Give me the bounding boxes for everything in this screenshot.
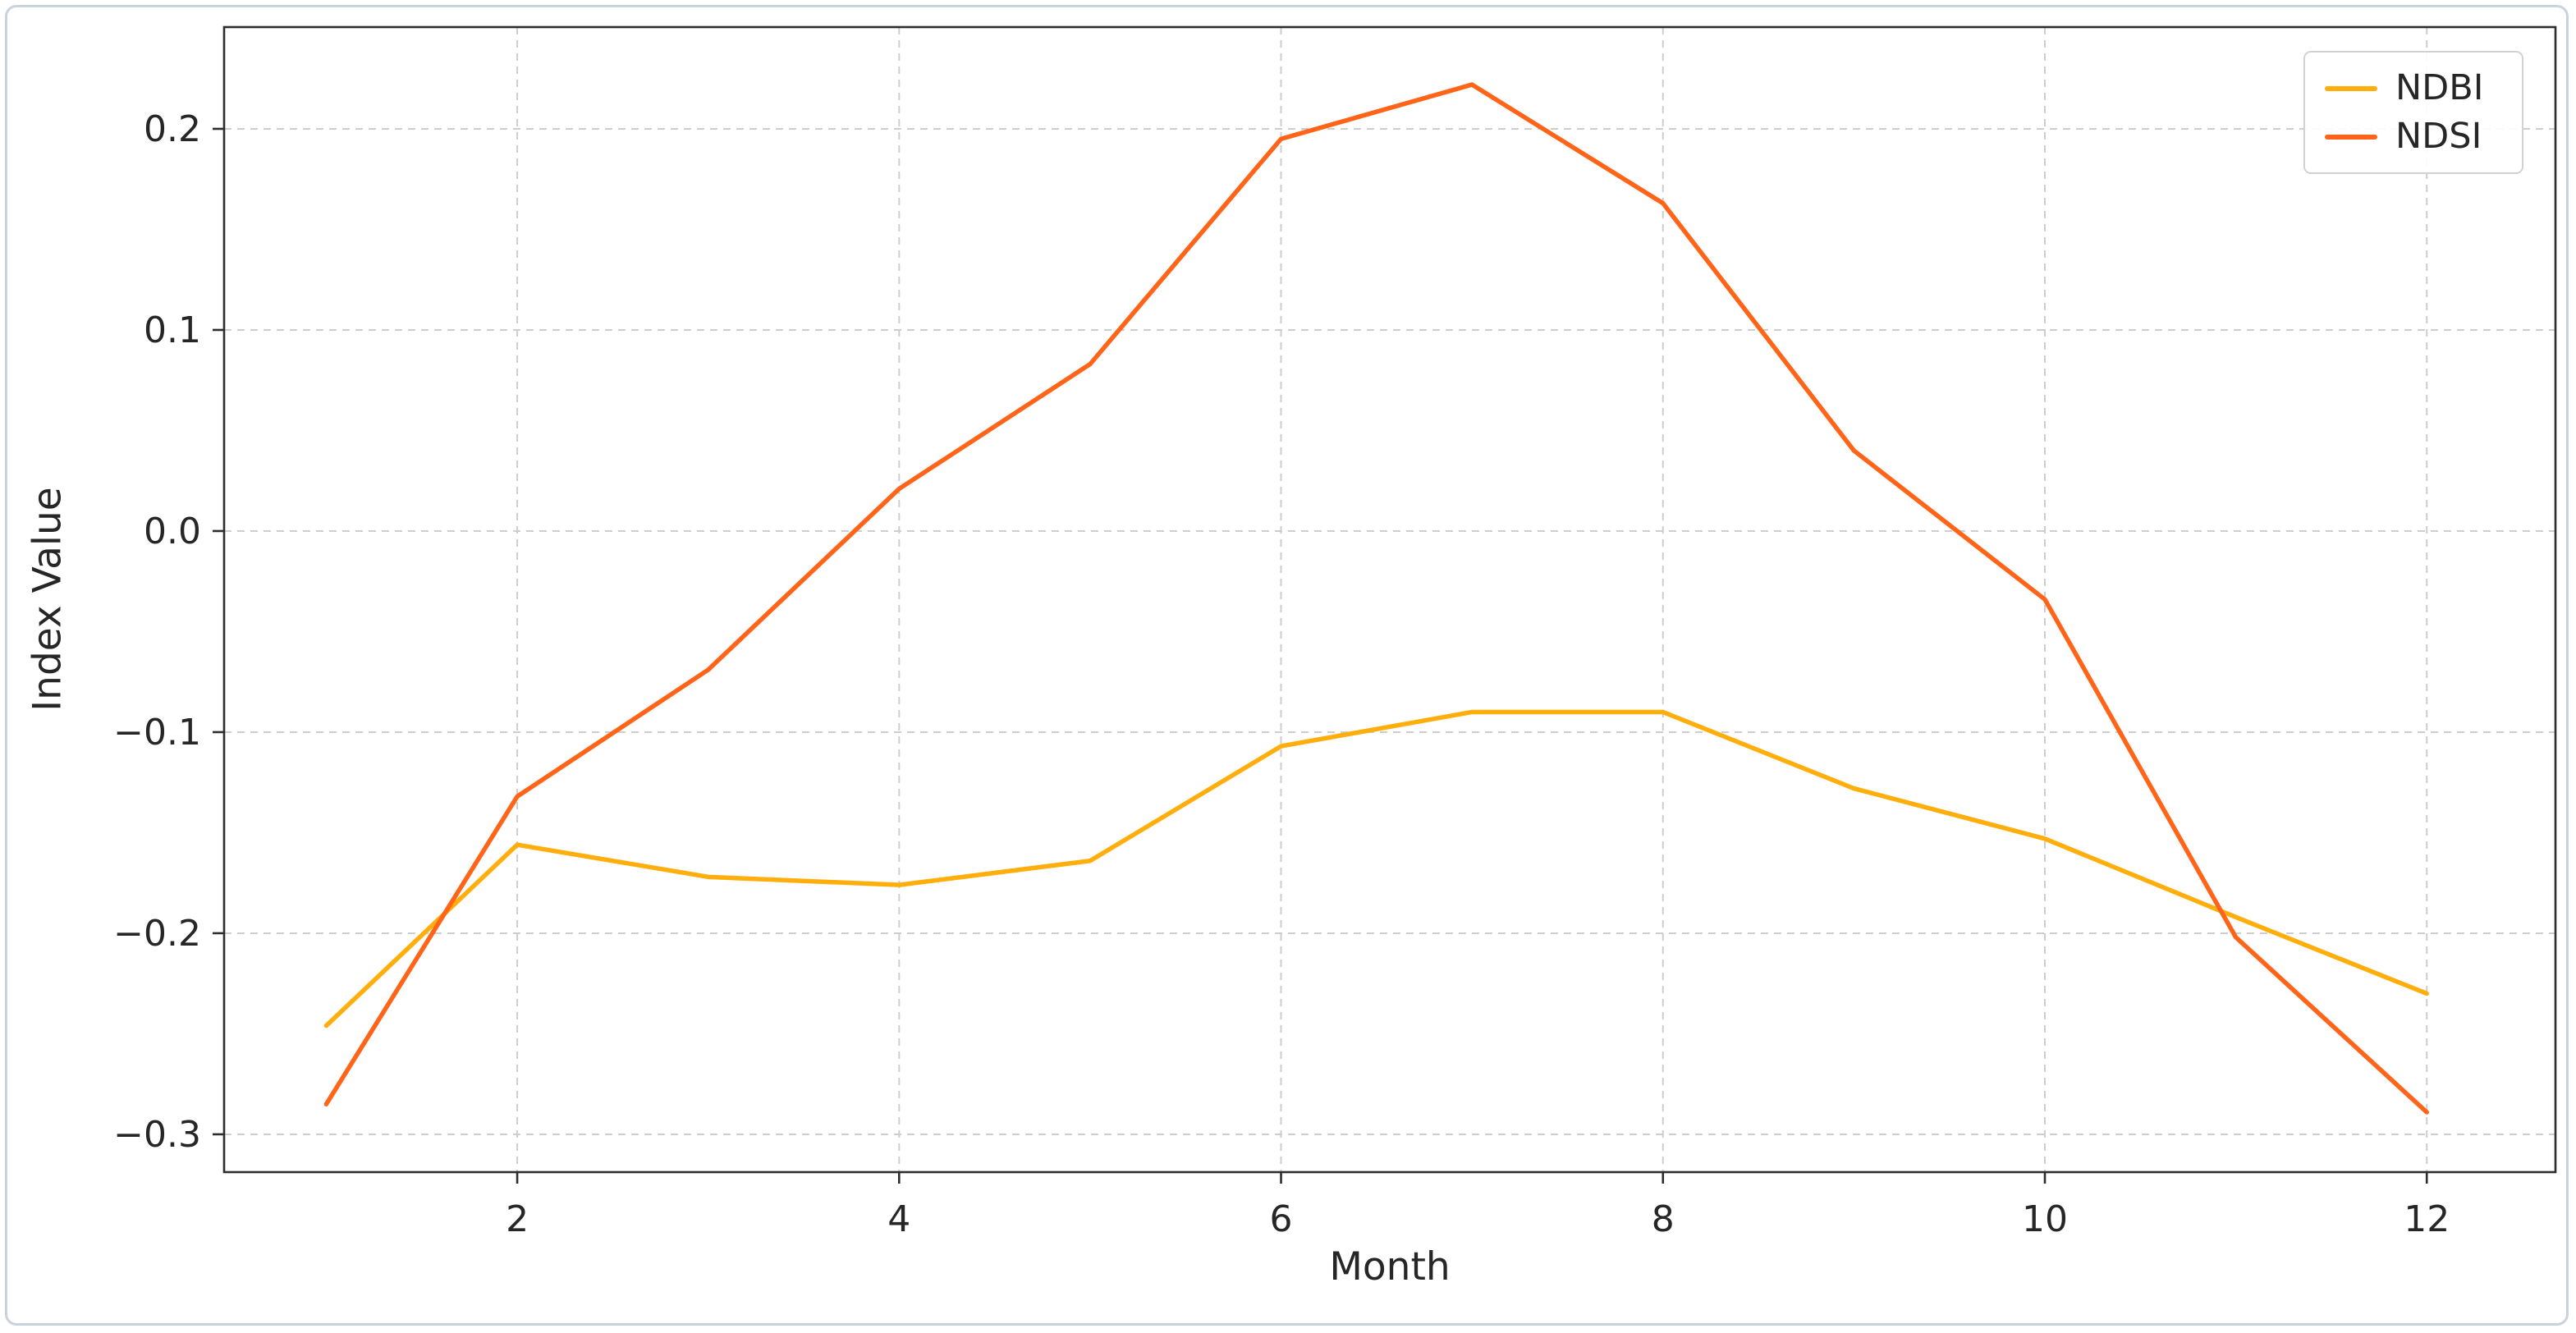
y-tick-label: 0.0: [144, 511, 201, 552]
legend-label-ndbi: NDBI: [2395, 67, 2484, 108]
x-tick-label: 2: [506, 1198, 529, 1240]
y-axis-title: Index Value: [25, 487, 71, 712]
ndsi-line: [323, 82, 2429, 1115]
x-tick-label: 12: [2404, 1198, 2450, 1240]
y-tick-label: −0.2: [113, 913, 201, 955]
x-tick-label: 6: [1270, 1198, 1293, 1240]
legend-label-ndsi: NDSI: [2395, 116, 2482, 157]
legend: NDBI NDSI: [2303, 51, 2523, 174]
y-tick-label: 0.1: [144, 309, 201, 351]
x-tick-label: 8: [1652, 1198, 1675, 1240]
legend-entry-ndsi: NDSI: [2305, 119, 2522, 154]
ndbi-line: [323, 709, 2429, 1028]
x-tick-label: 4: [887, 1198, 910, 1240]
ndsi-line-swatch: [2325, 134, 2377, 140]
y-tick-label: −0.3: [113, 1114, 201, 1156]
y-tick-label: −0.1: [113, 712, 201, 754]
legend-entry-ndbi: NDBI: [2305, 71, 2522, 106]
x-axis-title: Month: [1329, 1244, 1451, 1289]
ndbi-line-swatch: [2325, 85, 2377, 91]
y-tick-label: 0.2: [144, 108, 201, 150]
x-tick-label: 10: [2022, 1198, 2068, 1240]
plot-spines: [222, 25, 2557, 1174]
